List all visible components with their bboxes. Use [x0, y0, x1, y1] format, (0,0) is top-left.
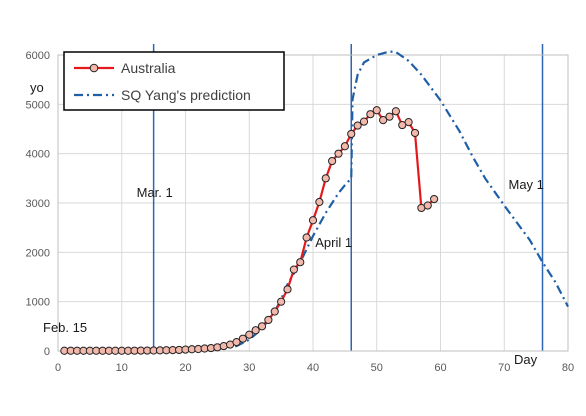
data-point-australia [347, 129, 356, 139]
legend: Australia SQ Yang's prediction [63, 51, 285, 111]
x-tick-label: 40 [307, 362, 319, 374]
data-point-australia [245, 330, 254, 339]
tick-labels: 0 1000 2000 3000 4000 5000 6000 0 10 20 30 40 50 60 70… [26, 50, 575, 374]
y-tick-label: 2000 [26, 247, 50, 259]
data-point-australia [315, 197, 324, 207]
x-tick-label: 20 [179, 362, 191, 374]
data-point-australia [321, 174, 330, 183]
legend-marker-australia [89, 63, 99, 73]
data-point-australia [423, 201, 432, 210]
data-point-australia [283, 285, 292, 294]
y-tick-label: 0 [44, 346, 50, 358]
y-tick-label: 3000 [26, 198, 50, 210]
series-line-prediction [64, 50, 569, 353]
legend-label-australia: Australia [121, 60, 176, 76]
annotations: Feb. 15 Mar. 1 April 1 May 1 yo Day [30, 80, 544, 367]
data-point-australia [410, 128, 420, 138]
data-point-australia [366, 110, 375, 119]
date-annotation: May 1 [509, 177, 544, 192]
date-annotation: April 1 [315, 235, 352, 250]
y-tick-label: 5000 [26, 99, 50, 111]
data-point-australia [372, 106, 381, 115]
data-point-australia [328, 156, 337, 166]
date-annotation: Feb. 15 [43, 320, 87, 335]
axes [57, 54, 569, 352]
plot-area [57, 54, 569, 352]
data-point-australia [359, 117, 369, 126]
data-point-australia [302, 233, 311, 242]
data-point-australia [391, 107, 400, 116]
y-tick-label: 4000 [26, 149, 50, 161]
data-point-australia [340, 142, 349, 151]
data-point-australia [251, 326, 260, 335]
x-tick-label: 30 [243, 362, 255, 374]
y-axis-label: yo [30, 80, 44, 95]
x-tick-label: 80 [562, 362, 574, 374]
data-point-australia [379, 116, 388, 125]
legend-box [63, 51, 285, 111]
data-point-australia [232, 338, 241, 347]
x-tick-label: 10 [116, 362, 128, 374]
data-point-australia [404, 117, 413, 127]
x-tick-label: 60 [434, 362, 446, 374]
y-tick-label: 6000 [26, 50, 50, 62]
data-point-australia [277, 297, 286, 306]
data-point-australia [238, 334, 247, 343]
legend-label-prediction: SQ Yang's prediction [121, 87, 251, 103]
x-tick-label: 50 [371, 362, 383, 374]
data-point-australia [296, 258, 305, 267]
data-point-australia [353, 121, 362, 130]
series [60, 50, 569, 355]
data-point-australia [334, 149, 343, 158]
data-point-australia [308, 216, 318, 225]
data-point-australia [430, 194, 439, 204]
data-point-australia [264, 315, 273, 325]
y-tick-label: 1000 [26, 297, 50, 309]
x-tick-label: 70 [498, 362, 510, 374]
data-point-australia [385, 112, 394, 121]
x-tick-label: 0 [55, 362, 61, 374]
data-point-australia [257, 322, 267, 331]
date-annotation: Mar. 1 [137, 185, 173, 200]
data-point-australia [289, 265, 298, 274]
x-axis-label: Day [514, 352, 538, 367]
data-point-australia [270, 307, 279, 316]
